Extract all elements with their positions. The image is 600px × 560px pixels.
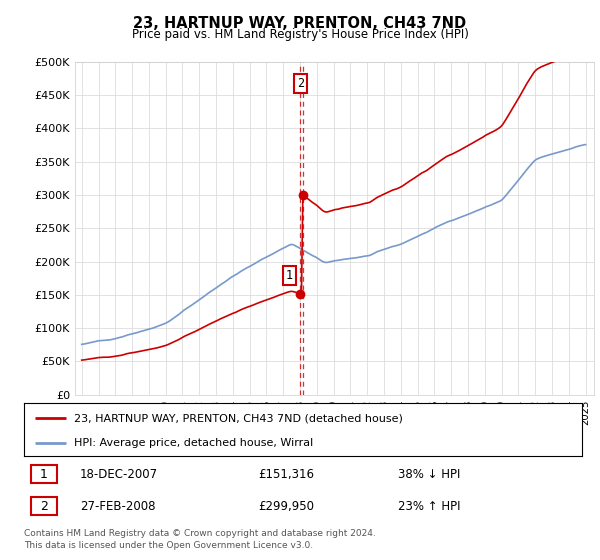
Text: 38% ↓ HPI: 38% ↓ HPI — [398, 468, 460, 480]
Text: Price paid vs. HM Land Registry's House Price Index (HPI): Price paid vs. HM Land Registry's House … — [131, 28, 469, 41]
Text: £299,950: £299,950 — [259, 500, 314, 513]
Text: 1: 1 — [286, 269, 293, 282]
Text: 27-FEB-2008: 27-FEB-2008 — [80, 500, 155, 513]
Text: 23, HARTNUP WAY, PRENTON, CH43 7ND (detached house): 23, HARTNUP WAY, PRENTON, CH43 7ND (deta… — [74, 413, 403, 423]
Text: £151,316: £151,316 — [259, 468, 314, 480]
FancyBboxPatch shape — [31, 497, 58, 516]
Text: 23% ↑ HPI: 23% ↑ HPI — [398, 500, 460, 513]
Text: 1: 1 — [40, 468, 48, 480]
Text: HPI: Average price, detached house, Wirral: HPI: Average price, detached house, Wirr… — [74, 438, 313, 448]
Text: 2: 2 — [296, 77, 304, 90]
Text: Contains HM Land Registry data © Crown copyright and database right 2024.
This d: Contains HM Land Registry data © Crown c… — [24, 529, 376, 550]
Text: 2: 2 — [40, 500, 48, 513]
FancyBboxPatch shape — [31, 465, 58, 483]
Text: 18-DEC-2007: 18-DEC-2007 — [80, 468, 158, 480]
Text: 23, HARTNUP WAY, PRENTON, CH43 7ND: 23, HARTNUP WAY, PRENTON, CH43 7ND — [133, 16, 467, 31]
